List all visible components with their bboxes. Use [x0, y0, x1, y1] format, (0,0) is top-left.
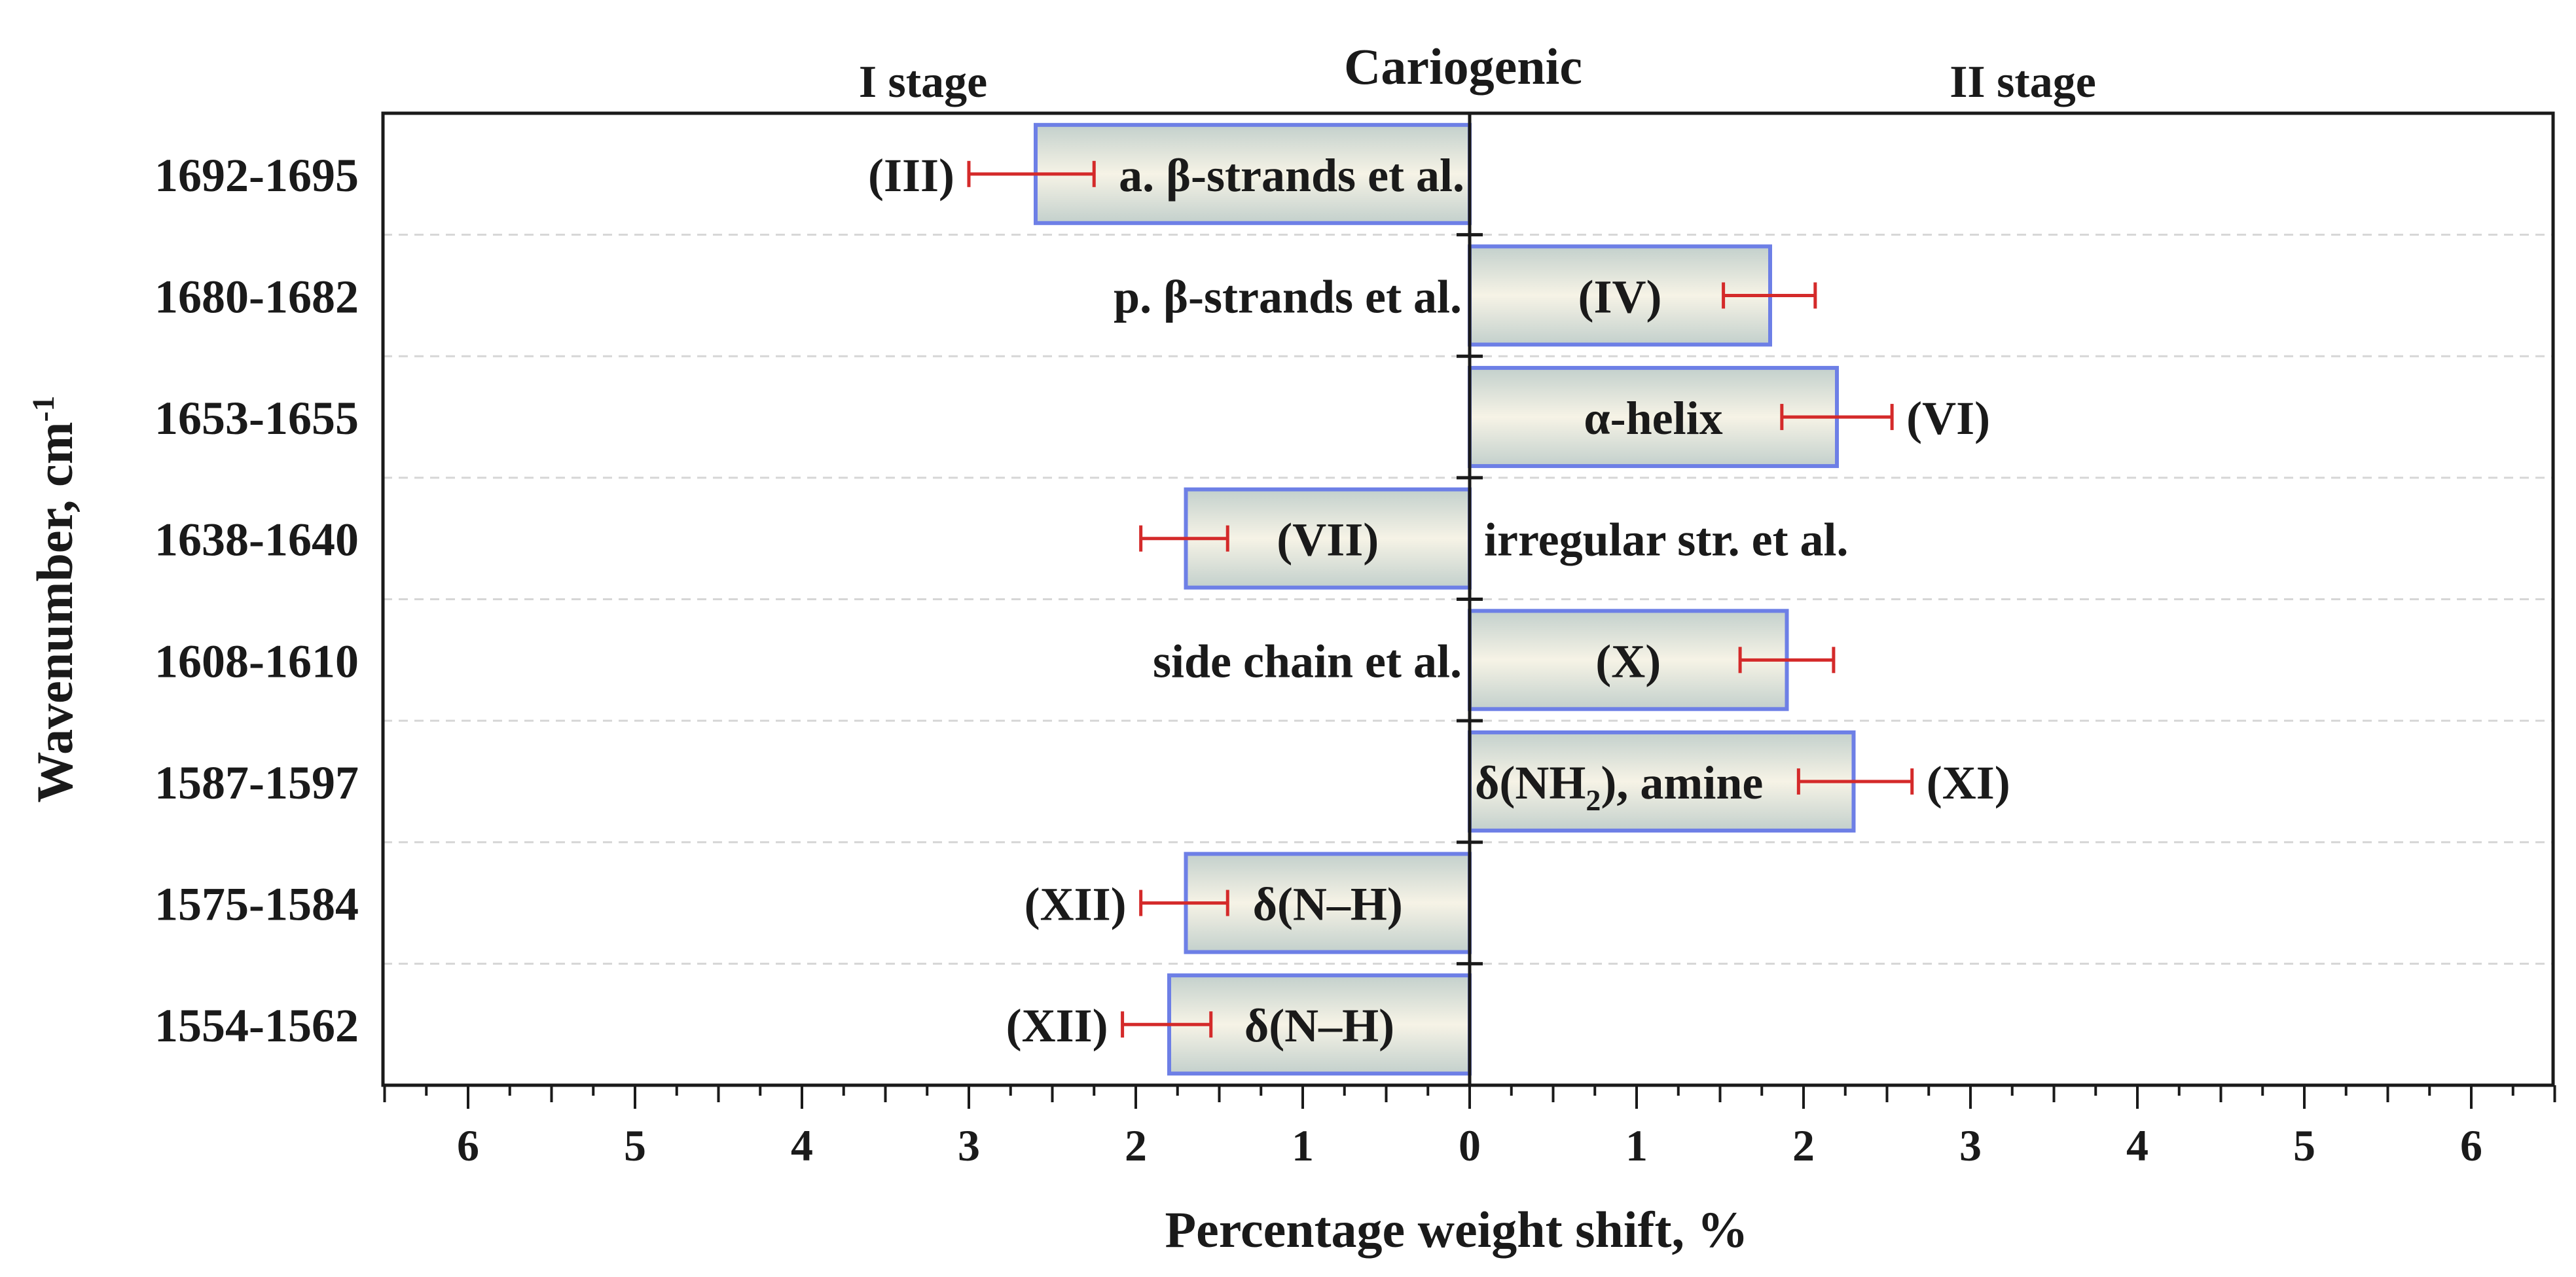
x-tick-label: 3: [1959, 1121, 1982, 1170]
bar-annotation: δ(NH2), amine: [1475, 757, 1763, 817]
bar-annotation: a. β-strands et al.: [1119, 149, 1464, 202]
x-tick-label: 4: [2126, 1121, 2149, 1170]
header-cariogenic: Cariogenic: [1344, 38, 1582, 95]
bar-label: (XI): [1927, 757, 2010, 809]
labels: I stage Cariogenic II stage Percentage w…: [26, 38, 2482, 1258]
bar-annotation: δ(N–H): [1244, 999, 1394, 1052]
x-tick-label: 2: [1792, 1121, 1815, 1170]
x-tick-label: 6: [457, 1121, 479, 1170]
bar-annotation: (VII): [1277, 514, 1379, 566]
bar: [1184, 852, 1472, 954]
side-annotation: side chain et al.: [1153, 635, 1462, 687]
x-tick-label: 5: [624, 1121, 646, 1170]
y-axis-title-text: Wavenumber, cm: [26, 422, 83, 802]
bar-annotation-text: ), amine: [1601, 757, 1763, 809]
bar-annotation: δ(N–H): [1253, 878, 1403, 931]
y-tick-label: 1692-1695: [154, 149, 359, 202]
bar-annotation: α-helix: [1584, 392, 1722, 444]
axes: [381, 111, 2556, 1109]
x-axis-title: Percentage weight shift, %: [1165, 1201, 1748, 1258]
y-tick-label: 1680-1682: [154, 270, 359, 323]
y-tick-label: 1575-1584: [154, 878, 359, 931]
bar-label: (VI): [1906, 392, 1990, 444]
x-tick-label: 1: [1625, 1121, 1648, 1170]
x-tick-label: 1: [1292, 1121, 1314, 1170]
bar-annotation: (X): [1595, 635, 1661, 687]
y-tick-label: 1653-1655: [154, 392, 359, 444]
x-tick-label: 3: [958, 1121, 980, 1170]
side-annotation: p. β-strands et al.: [1114, 270, 1462, 323]
bar: [1167, 973, 1472, 1076]
bars: [967, 122, 1914, 1076]
bar-annotation: (IV): [1578, 270, 1662, 323]
bar-annotation-text: δ(NH: [1475, 757, 1586, 809]
x-tick-label: 0: [1459, 1121, 1481, 1170]
y-tick-label: 1608-1610: [154, 635, 359, 687]
header-stage-one: I stage: [859, 57, 987, 107]
y-tick-label: 1638-1640: [154, 514, 359, 566]
bar: [1468, 609, 1789, 711]
bar-label: (XII): [1025, 878, 1127, 931]
y-tick-label: 1554-1562: [154, 999, 359, 1052]
x-tick-label: 2: [1125, 1121, 1147, 1170]
bar-label: (XII): [1006, 999, 1108, 1052]
x-tick-label: 4: [791, 1121, 813, 1170]
bar-annotation-subscript: 2: [1586, 783, 1601, 817]
y-tick-label: 1587-1597: [154, 757, 359, 809]
header-stage-two: II stage: [1950, 57, 2096, 107]
x-tick-label: 5: [2293, 1121, 2315, 1170]
x-tick-label: 6: [2460, 1121, 2482, 1170]
side-annotation: irregular str. et al.: [1484, 514, 1849, 566]
y-axis-title-superscript: -1: [26, 395, 61, 422]
y-axis-title: Wavenumber, cm-1: [26, 395, 83, 802]
bar-label: (III): [868, 149, 954, 202]
